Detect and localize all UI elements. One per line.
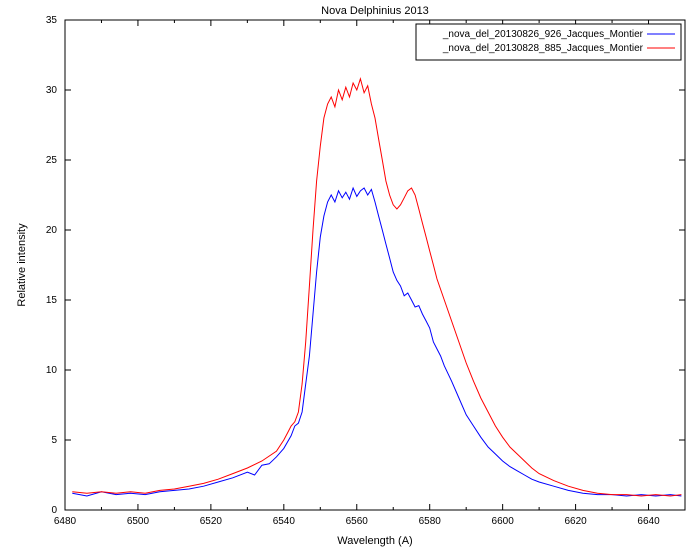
x-tick-label: 6500 (127, 516, 150, 527)
legend-label: _nova_del_20130826_926_Jacques_Montier (442, 29, 644, 40)
legend-label: _nova_del_20130828_885_Jacques_Montier (442, 43, 644, 54)
x-tick-label: 6560 (346, 516, 369, 527)
y-tick-label: 0 (51, 505, 57, 516)
chart-container: 6480 6500 6520 6540 6560 6580 6600 6620 6640 0 5 10… (0, 0, 700, 550)
y-tick-label: 25 (46, 155, 58, 166)
y-tick-label: 15 (46, 295, 58, 306)
chart-title: Nova Delphinius 2013 (321, 5, 429, 17)
y-tick-label: 30 (46, 85, 58, 96)
x-tick-label: 6620 (564, 516, 587, 527)
y-axis-label: Relative intensity (16, 223, 28, 307)
spectrum-chart: 6480 6500 6520 6540 6560 6580 6600 6620 6640 0 5 10… (0, 0, 700, 550)
x-tick-label: 6540 (273, 516, 296, 527)
x-tick-label: 6520 (200, 516, 223, 527)
x-tick-label: 6640 (637, 516, 660, 527)
y-tick-label: 20 (46, 225, 58, 236)
y-tick-label: 10 (46, 365, 58, 376)
y-tick-label: 5 (51, 435, 57, 446)
y-tick-label: 35 (46, 15, 58, 26)
x-tick-label: 6580 (419, 516, 442, 527)
x-axis-label: Wavelength (A) (337, 535, 412, 547)
x-tick-label: 6600 (492, 516, 515, 527)
x-tick-label: 6480 (54, 516, 77, 527)
